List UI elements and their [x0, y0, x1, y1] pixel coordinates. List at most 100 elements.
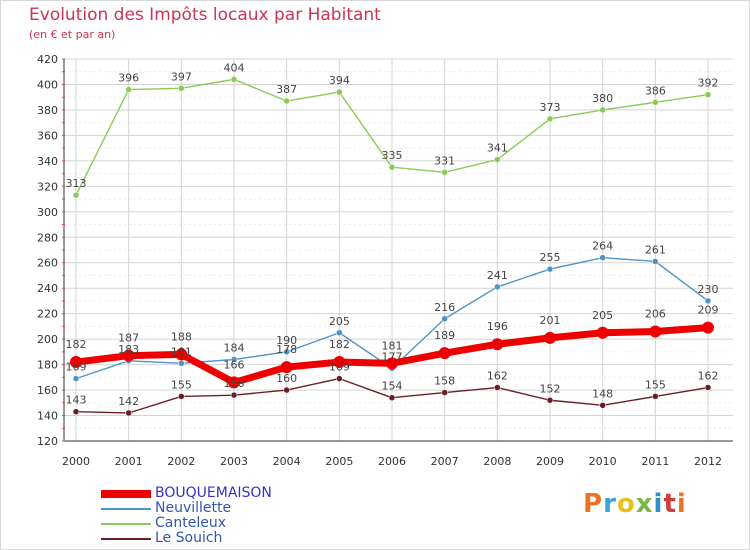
data-label: 205 — [592, 309, 613, 322]
x-tick-label: 2012 — [694, 455, 722, 468]
legend-swatch — [101, 538, 151, 540]
data-label: 216 — [434, 301, 455, 314]
data-point — [438, 347, 451, 360]
data-point — [652, 258, 659, 265]
data-point — [704, 297, 712, 305]
data-point — [125, 409, 132, 417]
y-tick-label: 220 — [37, 308, 58, 321]
data-point — [228, 376, 240, 389]
x-tick-label: 2008 — [483, 455, 511, 468]
data-label: 373 — [540, 101, 561, 114]
data-point — [649, 325, 662, 338]
legend-item: Canteleux — [101, 516, 361, 531]
legend-swatch — [101, 523, 151, 525]
data-point — [230, 356, 238, 363]
data-label: 148 — [592, 387, 613, 400]
y-tick-label: 340 — [37, 155, 58, 168]
legend-item: Le Souich — [101, 531, 361, 546]
data-point — [441, 315, 448, 323]
data-point — [283, 386, 290, 394]
data-label: 380 — [592, 92, 613, 105]
data-label: 209 — [698, 304, 719, 317]
data-point — [283, 348, 290, 356]
data-label: 181 — [382, 339, 403, 352]
data-point — [704, 91, 712, 98]
data-label: 189 — [434, 329, 455, 342]
y-tick-label: 380 — [37, 104, 58, 117]
y-tick-label: 200 — [37, 333, 58, 346]
legend-item: Neuvillette — [101, 501, 361, 516]
data-label: 142 — [118, 395, 139, 408]
data-point — [546, 265, 554, 273]
data-label: 241 — [487, 269, 508, 282]
data-point — [441, 389, 448, 396]
data-point — [652, 99, 659, 106]
x-tick-label: 2006 — [378, 455, 406, 468]
data-point — [178, 85, 185, 92]
data-point — [72, 191, 80, 199]
data-point — [546, 115, 554, 123]
chart-legend: BOUQUEMAISON Neuvillette Canteleux Le Souic… — [101, 486, 361, 546]
x-tick-label: 2004 — [273, 455, 301, 468]
x-tick-label: 2001 — [115, 455, 143, 468]
data-label: 188 — [171, 330, 192, 343]
data-point — [491, 338, 504, 351]
data-point — [230, 391, 238, 399]
data-point — [494, 283, 501, 291]
data-point — [122, 349, 135, 362]
data-point — [388, 394, 396, 401]
data-label: 184 — [224, 342, 245, 355]
y-tick-label: 400 — [37, 78, 58, 91]
data-label: 169 — [66, 361, 87, 374]
data-label: 181 — [171, 345, 192, 358]
data-point — [175, 348, 188, 361]
y-tick-label: 180 — [37, 359, 58, 372]
data-label: 386 — [645, 84, 666, 97]
data-point — [652, 393, 659, 400]
data-label: 155 — [171, 378, 192, 391]
data-point — [72, 408, 80, 415]
data-point — [280, 361, 293, 374]
legend-label: Canteleux — [155, 515, 226, 531]
data-label: 335 — [382, 149, 403, 162]
data-point — [702, 321, 714, 334]
data-point — [596, 326, 609, 339]
x-tick-label: 2011 — [641, 455, 669, 468]
legend-label: Neuvillette — [155, 500, 232, 516]
y-tick-label: 420 — [37, 53, 58, 66]
legend-label: Le Souich — [155, 530, 223, 546]
chart-subtitle: (en € et par an) — [29, 28, 116, 41]
y-tick-label: 240 — [37, 282, 58, 295]
data-point — [333, 356, 346, 369]
y-tick-label: 300 — [37, 206, 58, 219]
data-point — [72, 375, 80, 382]
data-label: 143 — [66, 394, 87, 407]
data-label: 156 — [224, 377, 245, 390]
data-point — [494, 384, 501, 391]
data-label: 154 — [382, 380, 403, 393]
proxiti-logo: Proxiti — [583, 489, 687, 519]
data-label: 162 — [698, 370, 719, 383]
legend-swatch — [101, 508, 151, 510]
data-point — [599, 402, 606, 409]
y-tick-label: 160 — [37, 384, 58, 397]
data-label: 187 — [118, 332, 139, 345]
y-tick-label: 120 — [37, 435, 58, 448]
data-label: 182 — [66, 338, 87, 351]
data-label: 201 — [540, 314, 561, 327]
x-tick-label: 2010 — [589, 455, 617, 468]
legend-label: BOUQUEMAISON — [155, 485, 272, 501]
data-label: 177 — [382, 350, 403, 363]
data-point — [494, 156, 501, 163]
data-label: 160 — [276, 372, 297, 385]
data-label: 206 — [645, 307, 666, 320]
legend-item: BOUQUEMAISON — [101, 486, 361, 501]
data-label: 255 — [540, 251, 561, 264]
data-point — [386, 357, 398, 370]
data-label: 178 — [276, 343, 297, 356]
data-label: 182 — [329, 338, 350, 351]
data-point — [178, 393, 185, 400]
data-label: 396 — [118, 72, 139, 85]
data-label: 196 — [487, 320, 508, 333]
